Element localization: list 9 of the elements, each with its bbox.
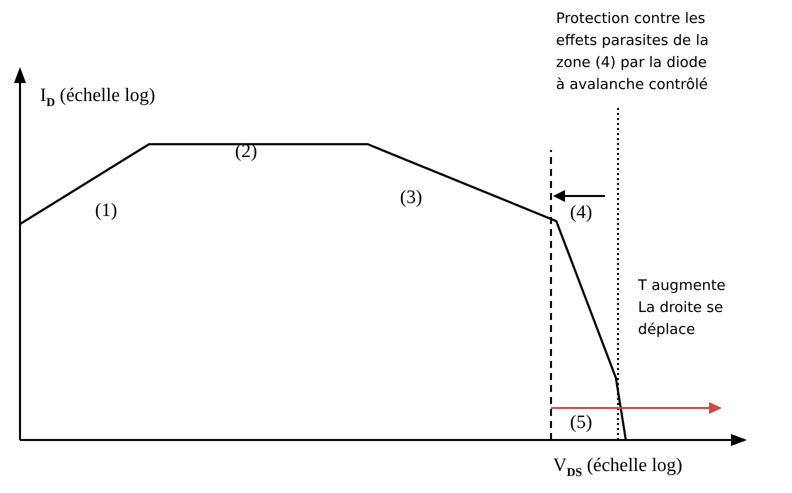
annotation: (4) bbox=[570, 202, 592, 224]
annotation: (3) bbox=[400, 187, 422, 209]
annotation: (2) bbox=[235, 141, 258, 163]
y-axis-title: I$_{D}$ (échelle log) bbox=[40, 85, 156, 110]
annotation: T augmente La droite se déplace bbox=[638, 277, 726, 340]
annotation: (5) bbox=[570, 412, 592, 434]
annotation: (1) bbox=[95, 200, 118, 222]
x-axis-title: V$_{DS}$ (échelle log) bbox=[553, 455, 682, 480]
text: Protection contre les effets parasites de la zone (4) par la diode à avalanche contrôlé bbox=[556, 10, 709, 95]
